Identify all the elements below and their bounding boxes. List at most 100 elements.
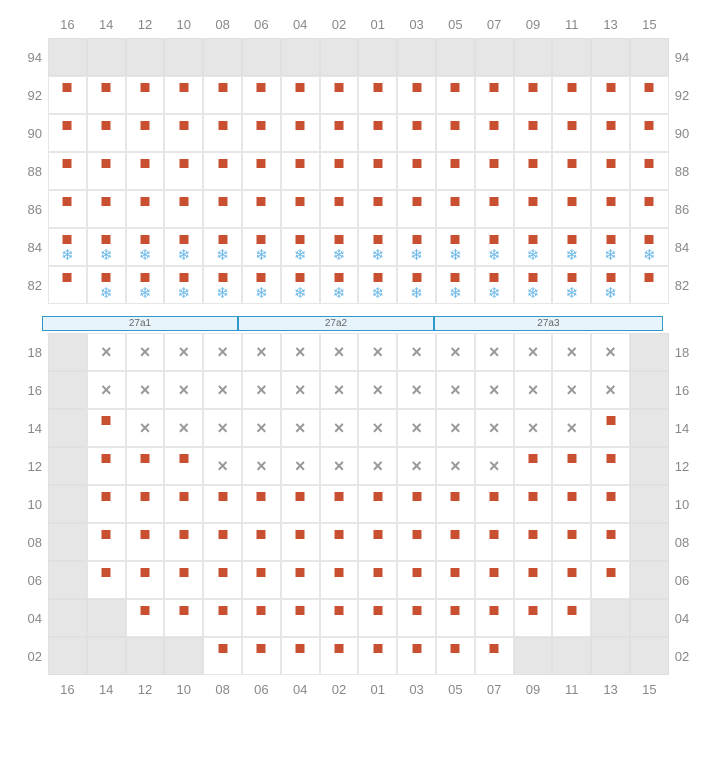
seat[interactable] — [203, 637, 242, 675]
seat[interactable] — [514, 114, 553, 152]
seat[interactable] — [203, 152, 242, 190]
seat[interactable] — [552, 190, 591, 228]
seat[interactable] — [87, 447, 126, 485]
seat[interactable] — [281, 114, 320, 152]
seat[interactable] — [320, 637, 359, 675]
seat[interactable] — [126, 561, 165, 599]
seat[interactable] — [87, 190, 126, 228]
seat[interactable] — [164, 561, 203, 599]
seat[interactable] — [475, 523, 514, 561]
seat[interactable] — [164, 114, 203, 152]
seat[interactable] — [281, 561, 320, 599]
seat[interactable] — [164, 523, 203, 561]
seat[interactable] — [320, 76, 359, 114]
seat[interactable] — [242, 76, 281, 114]
seat[interactable] — [591, 485, 630, 523]
seat[interactable] — [126, 599, 165, 637]
seat-ac[interactable]: ❄ — [436, 228, 475, 266]
seat-ac[interactable]: ❄ — [242, 266, 281, 304]
seat[interactable] — [591, 190, 630, 228]
seat[interactable] — [514, 447, 553, 485]
seat-ac[interactable]: ❄ — [514, 228, 553, 266]
seat[interactable] — [552, 523, 591, 561]
seat[interactable] — [281, 190, 320, 228]
seat[interactable] — [320, 561, 359, 599]
seat-ac[interactable]: ❄ — [281, 266, 320, 304]
seat[interactable] — [48, 266, 87, 304]
seat[interactable] — [126, 152, 165, 190]
seat[interactable] — [48, 76, 87, 114]
seat[interactable] — [630, 190, 669, 228]
seat[interactable] — [591, 561, 630, 599]
seat[interactable] — [242, 599, 281, 637]
seat[interactable] — [203, 485, 242, 523]
seat[interactable] — [281, 637, 320, 675]
seat[interactable] — [164, 485, 203, 523]
seat[interactable] — [126, 523, 165, 561]
seat[interactable] — [242, 485, 281, 523]
seat[interactable] — [436, 114, 475, 152]
seat[interactable] — [552, 599, 591, 637]
seat[interactable] — [475, 76, 514, 114]
seat[interactable] — [126, 190, 165, 228]
seat[interactable] — [514, 190, 553, 228]
seat[interactable] — [552, 447, 591, 485]
seat-ac[interactable]: ❄ — [591, 266, 630, 304]
seat[interactable] — [358, 76, 397, 114]
seat[interactable] — [126, 114, 165, 152]
seat-ac[interactable]: ❄ — [203, 266, 242, 304]
seat-ac[interactable]: ❄ — [436, 266, 475, 304]
seat[interactable] — [630, 152, 669, 190]
seat[interactable] — [475, 637, 514, 675]
seat[interactable] — [203, 599, 242, 637]
seat[interactable] — [436, 637, 475, 675]
seat[interactable] — [87, 114, 126, 152]
seat-ac[interactable]: ❄ — [164, 228, 203, 266]
seat[interactable] — [164, 190, 203, 228]
seat-ac[interactable]: ❄ — [397, 228, 436, 266]
seat[interactable] — [87, 409, 126, 447]
seat[interactable] — [203, 561, 242, 599]
seat[interactable] — [475, 190, 514, 228]
seat[interactable] — [514, 485, 553, 523]
seat[interactable] — [436, 523, 475, 561]
seat[interactable] — [203, 190, 242, 228]
seat[interactable] — [48, 190, 87, 228]
seat[interactable] — [126, 76, 165, 114]
seat[interactable] — [475, 561, 514, 599]
seat[interactable] — [591, 114, 630, 152]
seat[interactable] — [242, 190, 281, 228]
seat[interactable] — [514, 76, 553, 114]
seat[interactable] — [514, 152, 553, 190]
seat[interactable] — [358, 637, 397, 675]
seat[interactable] — [48, 114, 87, 152]
seat[interactable] — [514, 561, 553, 599]
seat[interactable] — [281, 152, 320, 190]
seat[interactable] — [630, 266, 669, 304]
seat[interactable] — [591, 409, 630, 447]
seat[interactable] — [358, 152, 397, 190]
seat[interactable] — [436, 190, 475, 228]
seat[interactable] — [242, 637, 281, 675]
seat[interactable] — [591, 76, 630, 114]
seat[interactable] — [397, 561, 436, 599]
seat[interactable] — [242, 523, 281, 561]
seat[interactable] — [320, 523, 359, 561]
seat[interactable] — [475, 152, 514, 190]
seat[interactable] — [397, 114, 436, 152]
seat[interactable] — [514, 599, 553, 637]
seat-ac[interactable]: ❄ — [591, 228, 630, 266]
seat[interactable] — [320, 190, 359, 228]
seat-ac[interactable]: ❄ — [630, 228, 669, 266]
seat[interactable] — [203, 76, 242, 114]
seat[interactable] — [397, 637, 436, 675]
seat[interactable] — [630, 76, 669, 114]
seat[interactable] — [87, 485, 126, 523]
seat[interactable] — [164, 447, 203, 485]
seat[interactable] — [87, 561, 126, 599]
seat[interactable] — [87, 152, 126, 190]
seat[interactable] — [281, 76, 320, 114]
seat[interactable] — [591, 523, 630, 561]
seat[interactable] — [397, 76, 436, 114]
seat[interactable] — [436, 485, 475, 523]
